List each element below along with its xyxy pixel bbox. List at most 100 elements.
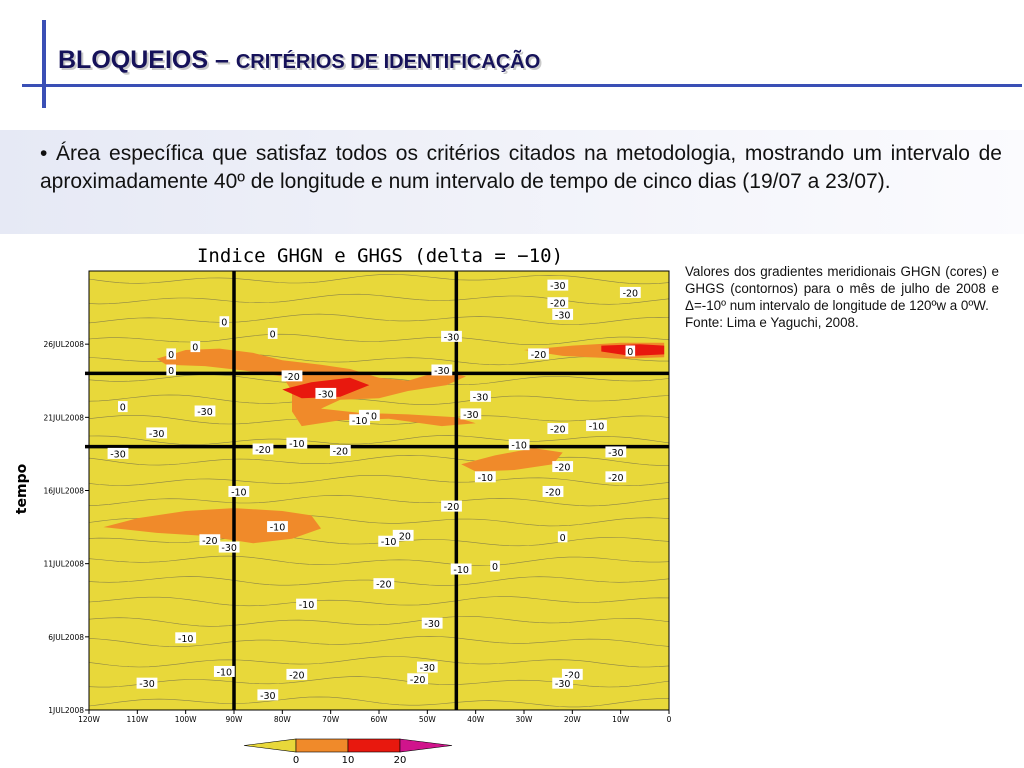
contour-label-bg <box>286 668 308 680</box>
contour-label: -30 <box>555 310 571 321</box>
contour-label: -10 <box>299 600 315 611</box>
contour-label: -20 <box>410 675 426 686</box>
contour-label: -20 <box>565 670 581 681</box>
x-tick-label: 40W <box>467 715 485 724</box>
contour-line <box>88 313 670 325</box>
contour-label-bg <box>441 500 462 512</box>
contour-label-bg <box>286 437 308 449</box>
contour-label: -20 <box>284 372 300 383</box>
contour-line <box>88 333 670 345</box>
y-tick-label: 1JUL2008 <box>48 706 84 715</box>
contour-line <box>88 616 670 627</box>
contour-label: -10 <box>453 565 469 576</box>
contour-line <box>88 475 670 487</box>
contour-label: -20 <box>531 350 547 361</box>
contour-label-bg <box>175 632 197 644</box>
contour-label-bg <box>450 563 472 575</box>
contour-label: -20 <box>608 473 624 484</box>
contour-label-bg <box>378 535 400 547</box>
x-tick-label: 110W <box>126 715 148 724</box>
colorbar-label: 10 <box>342 755 355 766</box>
x-tick-label: 30W <box>516 715 534 724</box>
contour-label-bg <box>552 461 574 473</box>
contour-label-bg <box>470 390 491 402</box>
contour-label-bg <box>349 414 371 426</box>
contour-label-bg <box>219 316 230 328</box>
y-tick-label: 21JUL2008 <box>43 413 84 422</box>
y-tick-label: 11JUL2008 <box>43 560 84 569</box>
contour-label-bg <box>552 677 574 689</box>
slide-title-main: BLOQUEIOS – <box>58 46 236 74</box>
contour-line <box>88 394 670 405</box>
contour-label-bg <box>561 668 583 680</box>
x-tick-label: 0 <box>667 715 672 724</box>
contour-label-bg <box>281 370 303 382</box>
contour-label-bg <box>252 443 274 455</box>
contour-label: 0 <box>192 343 198 354</box>
contour-line <box>88 656 670 668</box>
contour-label-bg <box>194 405 216 417</box>
contour-label: -20 <box>289 670 305 681</box>
contour-label-bg <box>213 665 235 677</box>
chart-title: Indice GHGN e GHGS (delta = −10) <box>197 245 563 267</box>
colorbar-segment-low <box>243 738 297 753</box>
chart-area: Indice GHGN e GHGS (delta = −10) -30 -20-… <box>0 232 680 768</box>
contour-label: -10 <box>270 523 286 534</box>
contour-label: -20 <box>623 288 639 299</box>
bullet-text: • Área específica que satisfaz todos os … <box>40 142 1002 193</box>
contour-label: -30 <box>110 449 126 460</box>
contour-label: -20 <box>550 425 566 436</box>
contour-label-bg <box>605 446 627 458</box>
contour-label: -30 <box>197 407 213 418</box>
contour-label: -10 <box>352 416 368 427</box>
contour-label-bg <box>190 341 201 353</box>
contour-label-bg <box>218 541 240 553</box>
contour-label: 0 <box>270 329 276 340</box>
contour-line <box>88 435 670 445</box>
contour-label: -30 <box>555 679 571 690</box>
contour-label-bg <box>605 471 627 483</box>
contour-label: -20 <box>444 502 460 513</box>
text-band <box>0 130 1024 234</box>
contour-label: -30 <box>424 619 440 630</box>
contour-label-bg <box>315 387 337 399</box>
contour-label: -10 <box>217 667 233 678</box>
contour-label: -30 <box>318 389 334 400</box>
contour-label-bg <box>552 308 574 320</box>
contour-label-bg <box>267 521 288 533</box>
contour-label-bg <box>107 447 129 459</box>
contour-label: -10 <box>478 473 494 484</box>
contour-label-bg <box>392 529 414 541</box>
contour-label-bg <box>528 348 549 360</box>
heatmap-chart: Indice GHGN e GHGS (delta = −10) -30-20-… <box>14 245 672 766</box>
contour-label-bg <box>547 297 569 309</box>
contour-label-bg <box>547 423 569 435</box>
contour-line <box>88 596 670 607</box>
x-tick-label: 50W <box>419 715 437 724</box>
contour-label: -10 <box>178 634 194 645</box>
contour-label-bg <box>625 345 636 357</box>
colorbar-label: 0 <box>293 755 299 766</box>
contour-label: -20 <box>545 487 561 498</box>
contour-label: -20 <box>202 536 218 547</box>
contour-line <box>88 555 670 567</box>
x-tick-label: 20W <box>564 715 582 724</box>
contour-line <box>88 293 670 305</box>
contour-line <box>88 635 670 648</box>
contour-label: -10 <box>589 422 605 433</box>
contour-label-bg <box>542 485 564 497</box>
contour-label: -30 <box>434 366 450 377</box>
title-accent-horizontal <box>22 84 1022 87</box>
contour-label-bg <box>228 485 250 497</box>
contour-label-bg <box>118 401 128 413</box>
contour-label-bg <box>619 286 641 298</box>
caption-description: Valores dos gradientes meridionais GHGN … <box>685 264 999 313</box>
contour-label-bg <box>146 427 168 439</box>
contour-label: -30 <box>463 410 479 421</box>
figure-caption: Valores dos gradientes meridionais GHGN … <box>685 263 999 331</box>
contour-line <box>88 494 670 507</box>
contour-label: 0 <box>168 350 174 361</box>
caption-source: Fonte: Lima e Yaguchi, 2008. <box>685 315 859 330</box>
contour-label: -30 <box>550 281 566 292</box>
contour-label-bg <box>431 364 453 376</box>
